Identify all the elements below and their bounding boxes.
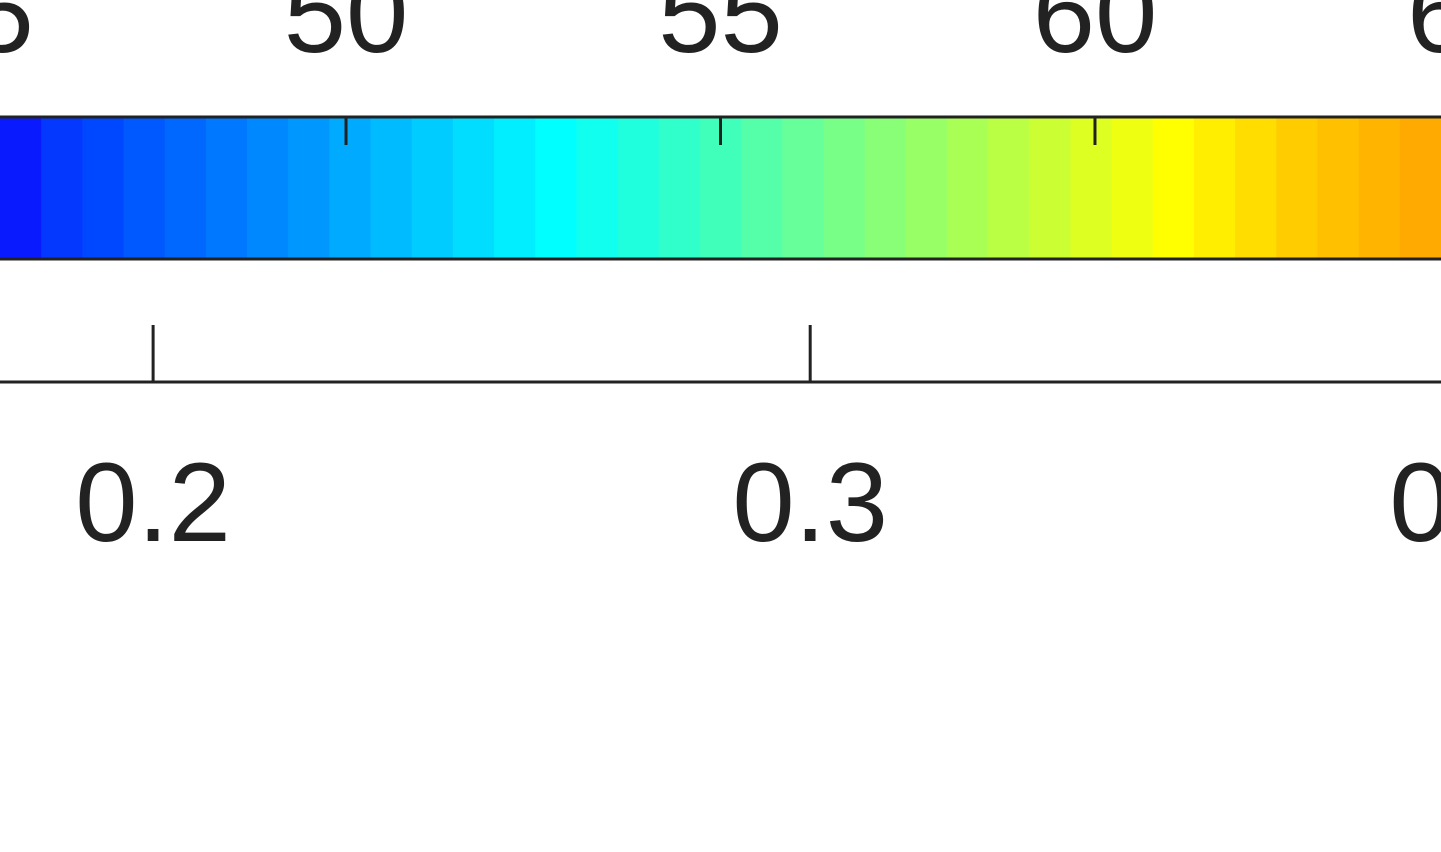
tick-label: 0.4 <box>1389 440 1441 565</box>
color-stripe <box>1276 117 1318 259</box>
color-stripe <box>905 117 948 259</box>
color-stripe <box>247 117 289 259</box>
color-stripe <box>329 117 372 259</box>
color-stripe <box>452 117 495 259</box>
color-stripe <box>164 117 207 259</box>
tick-label: 0.3 <box>732 440 888 565</box>
color-stripe <box>1152 117 1195 259</box>
color-stripe <box>782 117 824 259</box>
color-stripe <box>617 117 660 259</box>
color-stripe <box>864 117 907 259</box>
color-stripe <box>1111 117 1154 259</box>
tick-label: 55 <box>658 0 783 76</box>
color-stripe <box>1070 117 1113 259</box>
color-stripe <box>1235 117 1277 259</box>
color-stripe <box>1029 117 1071 259</box>
color-stripe <box>41 117 83 259</box>
tick-label: 65 <box>1407 0 1441 76</box>
color-stripe <box>288 117 330 259</box>
color-stripe <box>1193 117 1236 259</box>
color-stripe <box>576 117 619 259</box>
color-stripe <box>1358 117 1401 259</box>
color-stripe <box>1399 117 1441 259</box>
tick-label: 45 <box>0 0 34 76</box>
tick-label: 50 <box>284 0 409 76</box>
color-stripe <box>823 117 866 259</box>
color-stripe <box>1317 117 1360 259</box>
color-stripe <box>658 117 701 259</box>
color-stripe <box>988 117 1030 259</box>
color-stripe <box>494 117 536 259</box>
color-stripe <box>411 117 454 259</box>
color-stripe <box>123 117 166 259</box>
color-stripe <box>370 117 413 259</box>
color-stripe <box>535 117 577 259</box>
color-stripe <box>82 117 125 259</box>
color-stripe <box>205 117 248 259</box>
tick-label: 0.2 <box>75 440 231 565</box>
color-stripe <box>0 117 42 259</box>
color-stripe <box>741 117 783 259</box>
tick-label: 60 <box>1033 0 1158 76</box>
color-stripe <box>946 117 989 259</box>
